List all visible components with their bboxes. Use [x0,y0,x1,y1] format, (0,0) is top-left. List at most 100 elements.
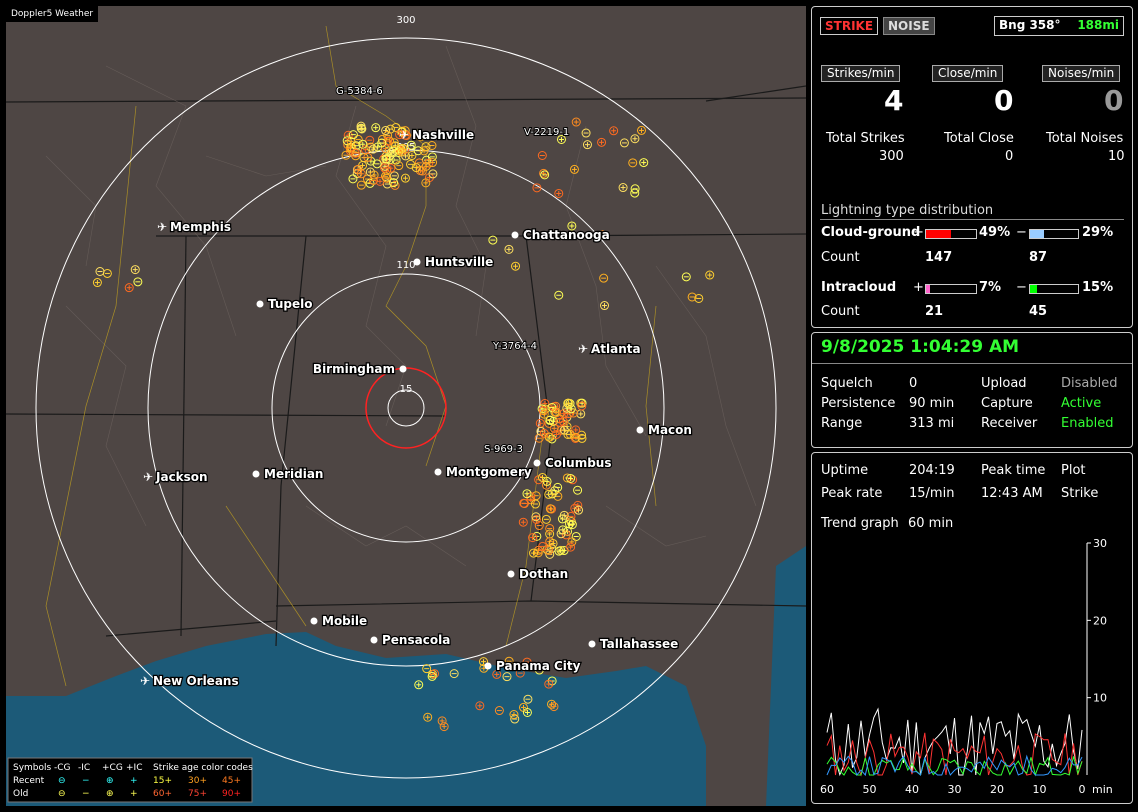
strike-symbol [531,512,541,522]
city-marker[interactable]: ✈ Atlanta [578,341,642,358]
strike-symbol [566,542,576,552]
strike-symbol [372,159,382,169]
close-ring [365,367,447,449]
city-marker[interactable]: ✈ New Orleans [140,673,240,690]
city-dot [256,300,264,308]
strike-symbol [529,548,539,558]
storm-layer: G-5384-6 V-2219-1 Y-3764-4 S-969-3 [335,85,570,456]
cg-negative-bar-fill [1030,230,1044,238]
strike-symbol [504,656,514,666]
strike-symbol [569,164,579,174]
city-dot [399,365,407,373]
strike-symbol [574,505,584,515]
upload-label: Upload [981,376,1027,391]
cg-positive-bar [925,229,977,239]
legend-symbol: ⊖ [58,776,66,786]
strike-symbol [381,154,391,164]
city-marker[interactable]: ✈ Memphis [157,219,232,236]
y-tick-label: 20 [1093,614,1107,627]
city-label: Columbus [545,456,612,470]
city-marker[interactable]: Birmingham [312,361,407,377]
strike-symbol [479,657,489,667]
strike-symbol [687,292,697,302]
strike-symbol [92,278,102,288]
strike-symbol [599,273,609,283]
city-marker[interactable]: Montgomery [434,464,533,480]
distribution-title: Lightning type distribution [821,203,994,218]
noises-per-min-label: Noises/min [1042,65,1121,82]
city-marker[interactable]: Tallahassee [588,636,680,652]
strike-symbol [509,710,519,720]
strike-symbol [558,417,568,427]
strike-symbol [396,147,406,157]
total-close-label: Total Close [944,131,1014,146]
strike-symbol [394,161,404,171]
strike-symbol [348,130,358,140]
strike-symbol [537,472,547,482]
strike-symbol [566,473,576,483]
strike-tab[interactable]: STRIKE [820,17,879,35]
legend-age: 90+ [222,789,241,799]
strike-symbol [102,268,112,278]
strike-symbol [547,402,557,412]
radar-map[interactable]: Doppler5 Weather [6,6,806,806]
city-marker[interactable]: Pensacola [370,632,452,648]
strike-symbol [571,425,581,435]
strike-symbol [414,680,424,690]
city-dot [533,459,541,467]
strike-symbol [549,423,559,433]
strike-symbol [522,657,532,667]
strike-symbol [563,429,573,439]
strike-symbol [563,398,573,408]
strike-symbol [545,504,555,514]
city-marker[interactable]: Dothan [507,566,569,582]
strike-symbol [571,117,581,127]
city-marker[interactable]: ✈ Nashville [399,127,475,144]
plot-value[interactable]: Strike [1061,486,1099,501]
strike-symbol [341,150,351,160]
x-tick-label: 30 [948,783,962,795]
close-per-min-label: Close/min [932,65,1004,82]
cg-positive-bar-fill [926,230,951,238]
city-marker[interactable]: Chattanooga [511,227,611,243]
city-marker[interactable]: Panama City [484,658,582,674]
legend-symbol: − [82,776,90,786]
strike-symbol [356,180,366,190]
ic-negative-bar [1029,284,1079,294]
strike-symbol [619,138,629,148]
legend-symbol: + [130,776,138,786]
noise-tab[interactable]: NOISE [883,17,935,35]
strike-symbol [395,130,405,140]
city-marker[interactable]: Huntsville [413,254,495,270]
strike-symbol [581,128,591,138]
city-marker[interactable]: Columbus [533,455,613,471]
strike-symbol [365,135,375,145]
legend-header: Symbols [13,763,52,773]
strike-symbol [429,669,439,679]
city-marker[interactable]: Mobile [310,613,368,629]
strike-symbol [559,510,569,520]
x-tick-label: 50 [863,783,877,795]
bearing-readout: Bng 358° 188mi [994,16,1124,36]
strike-symbol [519,498,529,508]
city-marker[interactable]: ✈ Jackson [143,469,209,486]
intracloud-label: Intracloud [821,280,897,295]
city-marker[interactable]: Macon [636,422,693,438]
x-tick-label: 0 [1079,783,1086,795]
legend-symbol: ⊖ [58,789,66,799]
strike-symbol [630,134,640,144]
strike-symbol [511,261,521,271]
strike-symbol [381,126,391,136]
strike-symbol [133,277,143,287]
strike-symbol [130,265,140,275]
strike-symbol [531,491,541,501]
city-label: New Orleans [153,674,239,688]
city-label: Panama City [496,659,581,673]
city-label: Memphis [170,220,231,234]
city-marker[interactable]: Tupelo [256,296,314,312]
city-marker[interactable]: Meridian [252,466,325,482]
strike-symbol [439,722,449,732]
strike-symbol [427,140,437,150]
strike-symbol [705,270,715,280]
legend-age: 60+ [153,789,172,799]
